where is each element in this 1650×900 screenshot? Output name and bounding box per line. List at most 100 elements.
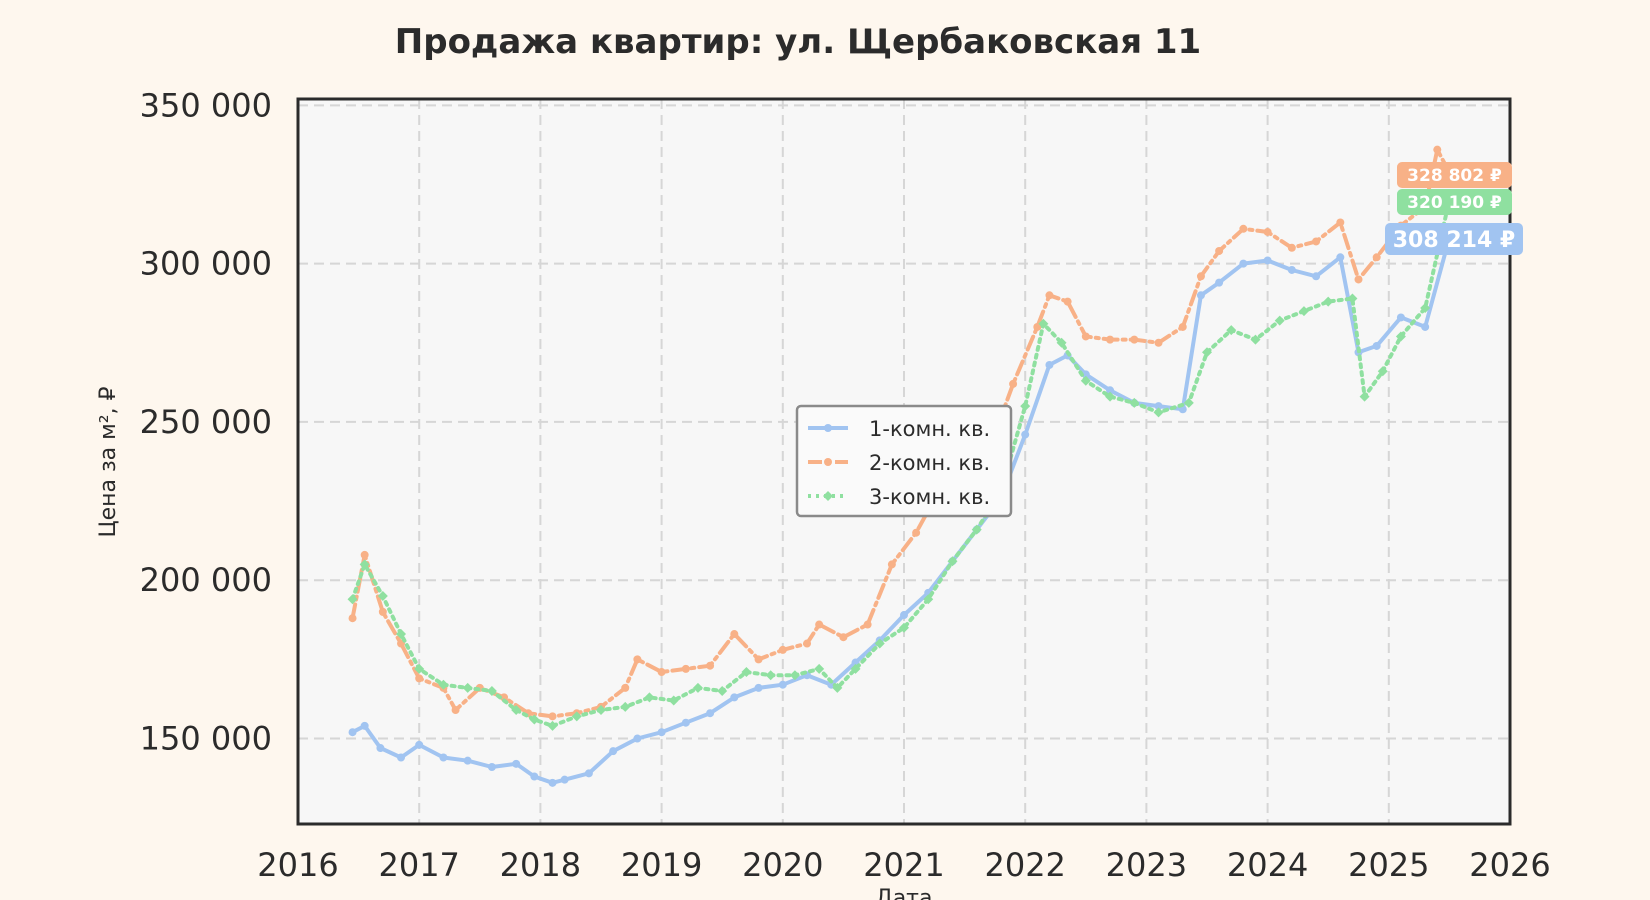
- data-point: [1377, 366, 1388, 377]
- data-point: [1274, 315, 1285, 326]
- data-point: [1080, 375, 1091, 386]
- data-point: [839, 633, 848, 642]
- data-point: [633, 734, 642, 743]
- badge-background: [1397, 162, 1512, 188]
- data-point: [850, 663, 861, 674]
- data-point: [621, 683, 630, 692]
- data-point: [1105, 391, 1116, 402]
- data-point: [1106, 335, 1115, 344]
- legend-marker: [824, 424, 832, 432]
- data-point: [789, 670, 800, 681]
- data-point: [530, 772, 539, 781]
- data-point: [376, 744, 385, 753]
- data-point: [512, 759, 521, 768]
- data-point: [1433, 145, 1442, 154]
- data-point: [486, 686, 497, 697]
- data-point: [1154, 402, 1163, 411]
- data-point: [1196, 291, 1205, 300]
- data-point: [1239, 259, 1248, 268]
- data-point: [1202, 347, 1212, 358]
- x-tick-label: 2023: [1106, 846, 1187, 884]
- data-point: [396, 629, 407, 640]
- legend-label: 1-комн. кв.: [869, 417, 990, 441]
- data-point: [1081, 332, 1090, 341]
- data-point: [1395, 331, 1406, 342]
- legend-item: 1-комн. кв.: [808, 417, 990, 441]
- data-point: [1226, 325, 1237, 336]
- data-point: [1130, 335, 1139, 344]
- data-point: [900, 611, 908, 620]
- data-point: [360, 721, 369, 730]
- data-point: [1081, 370, 1090, 379]
- badge-background: [1397, 189, 1512, 215]
- data-point: [1287, 265, 1296, 274]
- plot-frame: [296, 97, 1512, 826]
- data-point: [359, 559, 370, 570]
- data-point: [633, 655, 642, 664]
- end-label-badge: 308 214 ₽: [1385, 223, 1523, 255]
- badge-text: 328 802 ₽: [1407, 166, 1502, 186]
- x-tick-label: 2026: [1469, 846, 1550, 884]
- data-point: [1372, 341, 1381, 350]
- data-point: [947, 556, 958, 567]
- y-tick-label: 300 000: [140, 245, 272, 283]
- data-point: [548, 712, 557, 721]
- legend-marker: [824, 458, 832, 466]
- legend-item: 3-комн. кв.: [808, 485, 990, 509]
- data-point: [706, 709, 715, 718]
- legend-box: [795, 404, 1013, 518]
- data-point: [560, 775, 569, 784]
- data-point: [377, 591, 388, 602]
- end-label-badge: 328 802 ₽: [1397, 162, 1512, 188]
- data-point: [1263, 227, 1272, 236]
- data-point: [1298, 306, 1309, 317]
- y-tick-label: 250 000: [140, 403, 272, 441]
- data-point: [1312, 272, 1321, 281]
- ticks: 2016 2017 2018 2019 2020 2021 2022 2023 2024 2025…: [140, 86, 1551, 884]
- data-point: [1178, 322, 1187, 331]
- data-point: [439, 753, 448, 762]
- data-point: [348, 614, 357, 623]
- y-tick-label: 350 000: [140, 86, 272, 124]
- data-point: [1420, 302, 1431, 313]
- data-point: [681, 718, 690, 727]
- data-point: [348, 728, 357, 737]
- x-tick-label: 2016: [257, 846, 338, 884]
- legend-marker: [823, 491, 833, 501]
- data-point: [863, 620, 872, 629]
- data-point: [1106, 386, 1115, 395]
- data-point: [754, 655, 763, 664]
- badge-text: 320 190 ₽: [1407, 193, 1502, 213]
- data-point: [1323, 296, 1334, 307]
- data-point: [741, 667, 752, 678]
- y-tick-label: 150 000: [140, 720, 272, 758]
- x-tick-label: 2024: [1227, 846, 1308, 884]
- data-point: [778, 680, 787, 689]
- data-point: [1359, 391, 1370, 402]
- x-tick-label: 2018: [500, 846, 581, 884]
- data-point: [620, 701, 631, 712]
- data-point: [730, 630, 739, 639]
- data-point: [754, 683, 763, 692]
- data-point: [1033, 322, 1042, 331]
- y-tick-label: 200 000: [140, 561, 272, 599]
- data-point: [584, 769, 593, 778]
- data-point: [511, 705, 522, 716]
- chart-title: Продажа квартир: ул. Щербаковская 11: [395, 22, 1201, 62]
- x-tick-label: 2022: [984, 846, 1065, 884]
- data-point: [1336, 253, 1345, 262]
- data-point: [814, 663, 825, 674]
- x-axis-title: Дата: [876, 886, 933, 900]
- data-point: [1021, 430, 1030, 439]
- data-point: [1009, 379, 1018, 388]
- data-point: [657, 728, 666, 737]
- data-point: [1215, 278, 1224, 287]
- data-point: [1396, 313, 1405, 322]
- data-point: [378, 607, 387, 616]
- data-point: [347, 594, 358, 605]
- data-point: [500, 693, 509, 702]
- data-point: [1336, 218, 1345, 227]
- data-point: [832, 682, 843, 693]
- data-point: [803, 639, 812, 648]
- x-tick-label: 2020: [742, 846, 823, 884]
